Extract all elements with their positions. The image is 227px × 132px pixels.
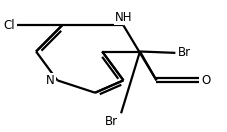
Text: O: O: [200, 74, 210, 87]
Text: NH: NH: [114, 11, 132, 24]
Text: Br: Br: [177, 46, 190, 59]
Text: Br: Br: [105, 115, 118, 128]
Text: Cl: Cl: [3, 19, 15, 32]
Text: N: N: [46, 74, 55, 87]
